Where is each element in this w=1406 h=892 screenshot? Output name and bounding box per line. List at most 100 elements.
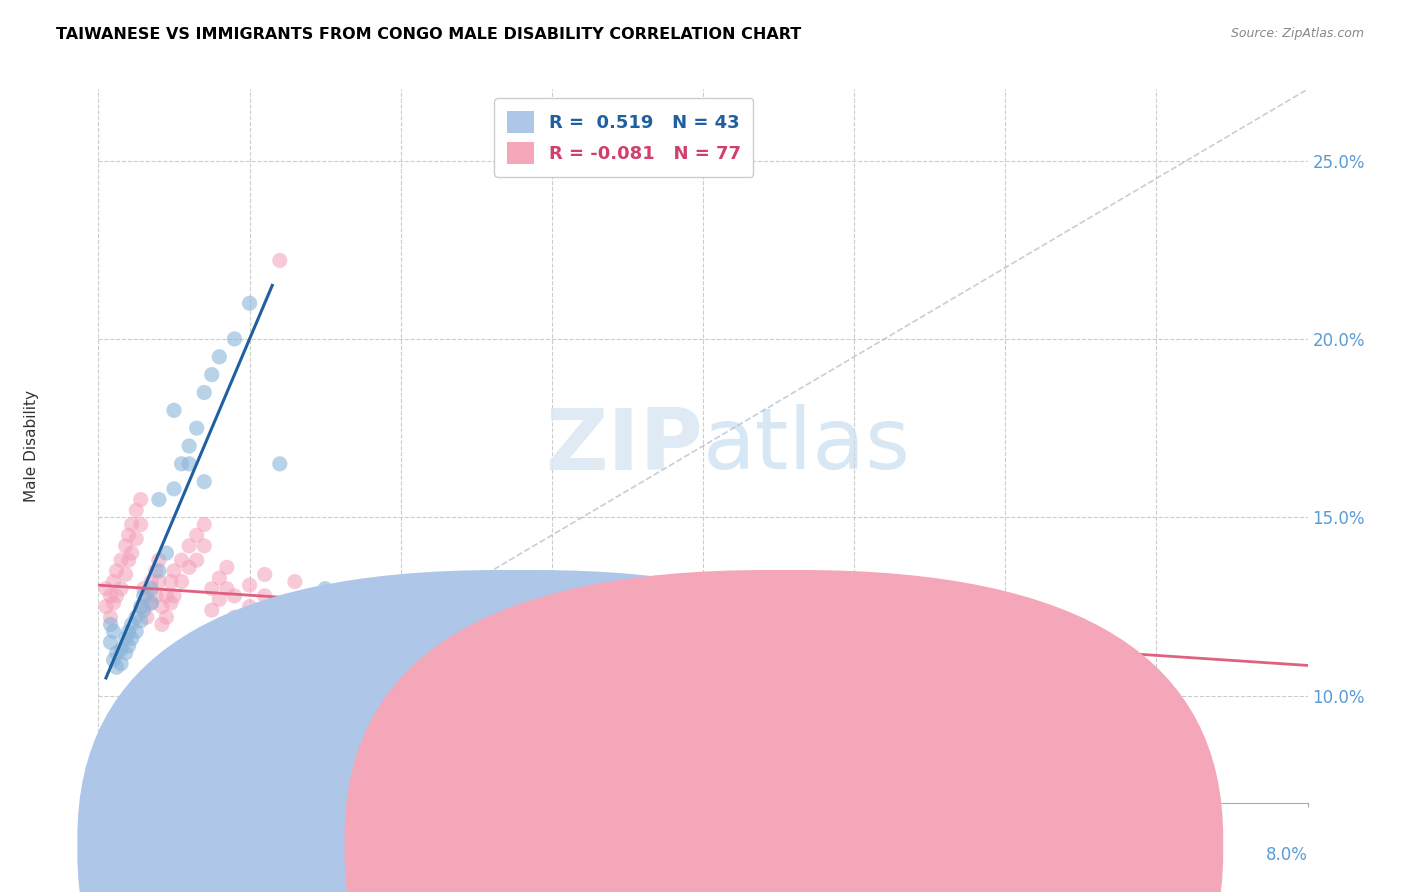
Point (201, 603, 224, 617)
Point (160, 574, 183, 589)
Point (141, 596, 163, 610)
Point (239, 296, 262, 310)
Point (389, 589, 412, 603)
Point (314, 585, 336, 599)
Point (253, 589, 276, 603)
Point (135, 610, 157, 624)
Point (692, 603, 714, 617)
Point (155, 546, 177, 560)
Text: Male Disability: Male Disability (24, 390, 39, 502)
Point (125, 624, 148, 639)
Point (105, 646, 128, 660)
Point (148, 574, 170, 589)
Point (148, 492, 170, 507)
Point (110, 642, 132, 657)
Point (132, 582, 155, 596)
Point (186, 553, 208, 567)
Point (269, 253, 291, 268)
Point (844, 617, 866, 632)
Point (129, 492, 152, 507)
Point (121, 517, 143, 532)
Point (100, 589, 122, 603)
Point (179, 560, 201, 574)
Text: atlas: atlas (703, 404, 911, 488)
Point (224, 610, 246, 624)
Point (215, 560, 238, 574)
Point (314, 582, 336, 596)
Point (105, 564, 128, 578)
Text: 8.0%: 8.0% (1265, 846, 1308, 863)
Point (163, 482, 186, 496)
Point (208, 592, 231, 607)
Legend: R =  0.519   N = 43, R = -0.081   N = 77: R = 0.519 N = 43, R = -0.081 N = 77 (495, 98, 754, 177)
Point (145, 589, 167, 603)
Point (193, 539, 215, 553)
Point (100, 635, 122, 649)
Point (118, 639, 141, 653)
Point (125, 532, 148, 546)
Point (465, 599, 488, 614)
Point (118, 528, 141, 542)
Point (193, 517, 215, 532)
Point (299, 596, 322, 610)
Point (132, 599, 155, 614)
Point (121, 546, 143, 560)
Point (100, 617, 122, 632)
Point (269, 457, 291, 471)
Point (121, 632, 143, 646)
Text: Taiwanese: Taiwanese (541, 838, 620, 853)
Point (118, 624, 141, 639)
Point (344, 599, 367, 614)
Point (155, 610, 177, 624)
Point (224, 332, 246, 346)
Point (114, 539, 136, 553)
Point (1070, 646, 1092, 660)
Text: Source: ZipAtlas.com: Source: ZipAtlas.com (1230, 27, 1364, 40)
Text: ZIP: ZIP (546, 404, 703, 488)
Point (170, 457, 193, 471)
Point (125, 503, 148, 517)
Point (148, 564, 170, 578)
Point (420, 610, 443, 624)
Point (163, 589, 186, 603)
Point (170, 553, 193, 567)
Point (389, 706, 412, 721)
Text: Immigrants from Congo: Immigrants from Congo (808, 838, 990, 853)
Point (329, 610, 352, 624)
Point (150, 617, 173, 632)
Point (129, 517, 152, 532)
Point (541, 624, 564, 639)
Point (163, 403, 186, 417)
Point (132, 603, 155, 617)
Point (100, 610, 122, 624)
Point (224, 589, 246, 603)
Point (768, 624, 790, 639)
Point (208, 350, 231, 364)
Point (105, 660, 128, 674)
Point (193, 385, 215, 400)
Point (179, 439, 201, 453)
Point (201, 368, 224, 382)
Point (110, 553, 132, 567)
Point (616, 614, 638, 628)
Point (510, 617, 533, 632)
Point (284, 574, 307, 589)
Point (179, 457, 201, 471)
Point (208, 635, 231, 649)
Point (129, 599, 152, 614)
Point (155, 589, 177, 603)
Point (360, 621, 382, 635)
Point (135, 589, 157, 603)
Point (103, 596, 125, 610)
Point (170, 574, 193, 589)
Point (145, 564, 167, 578)
Point (239, 578, 262, 592)
Point (186, 528, 208, 542)
Point (193, 475, 215, 489)
Point (132, 589, 155, 603)
Point (94, 599, 117, 614)
Point (253, 567, 276, 582)
Point (284, 599, 307, 614)
Point (239, 599, 262, 614)
Point (105, 589, 128, 603)
